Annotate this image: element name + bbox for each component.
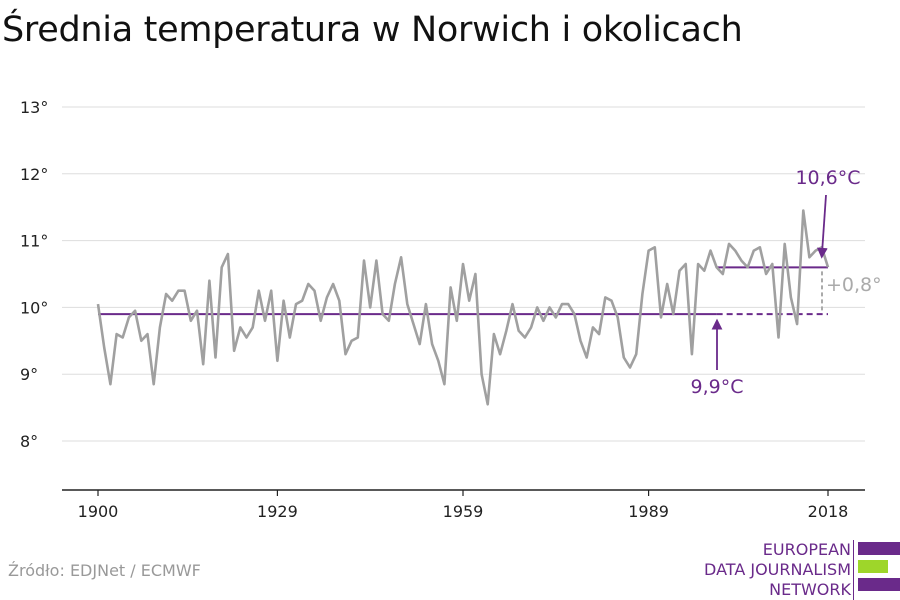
logo-divider [853, 540, 854, 600]
logo-line-1: EUROPEAN [762, 540, 851, 559]
grid-lines [62, 106, 865, 442]
y-tick-label: 12° [20, 165, 48, 184]
x-tick-label: 1900 [78, 502, 119, 521]
y-tick-label: 10° [20, 298, 48, 317]
x-tick-label: 2018 [808, 502, 849, 521]
y-tick-label: 11° [20, 232, 48, 251]
x-tick-label: 1989 [628, 502, 669, 521]
temperature-series [96, 209, 830, 406]
x-tick-label: 1959 [443, 502, 484, 521]
y-axis-labels: 8° 9° 10° 11° 12° 13° [20, 98, 48, 451]
logo-line-3: NETWORK [769, 580, 851, 599]
recent-label: 10,6°C [795, 167, 860, 189]
logo-bar-purple-top [858, 542, 900, 555]
x-axis: 1900 1929 1959 1989 2018 [62, 489, 865, 521]
y-tick-label: 9° [20, 365, 38, 384]
y-tick-label: 8° [20, 432, 38, 451]
temperature-line [96, 209, 830, 406]
recent-arrow [816, 194, 828, 259]
logo-bar-purple-bottom [858, 578, 900, 591]
page-title: Średnia temperatura w Norwich i okolicac… [2, 10, 743, 50]
logo-line-2: DATA JOURNALISM [704, 560, 851, 579]
annotations: +0,8° 9,9°C 10,6°C [691, 167, 882, 398]
delta-label: +0,8° [826, 274, 882, 296]
y-tick-label: 13° [20, 98, 48, 117]
logo-bar-green [858, 560, 888, 573]
source-note: Źródło: EDJNet / ECMWF [8, 561, 201, 580]
x-tick-label: 1929 [257, 502, 298, 521]
edjnet-logo: EUROPEAN DATA JOURNALISM NETWORK [700, 540, 900, 600]
baseline-label: 9,9°C [691, 376, 744, 398]
